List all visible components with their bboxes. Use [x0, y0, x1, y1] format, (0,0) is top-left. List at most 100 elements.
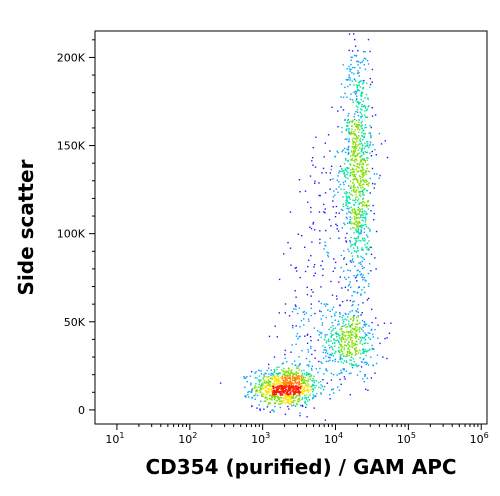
event-dot [357, 287, 360, 289]
event-dot [323, 338, 326, 341]
event-dot [345, 129, 347, 131]
event-dot [374, 114, 377, 116]
event-dot [360, 180, 362, 182]
event-dot [355, 349, 357, 351]
event-dot [301, 397, 304, 399]
event-dot [368, 170, 371, 173]
event-dot [358, 84, 360, 86]
event-dot [321, 172, 323, 174]
event-dot [295, 325, 297, 327]
event-dot [369, 125, 371, 127]
event-dot [349, 70, 351, 72]
event-dot [277, 396, 279, 398]
event-dot [273, 356, 276, 358]
event-dot [295, 335, 298, 337]
event-dot [340, 208, 343, 211]
event-dot [301, 235, 303, 237]
event-dot [347, 334, 350, 337]
event-dot [356, 213, 358, 215]
event-dot [304, 401, 306, 404]
event-dot [352, 304, 354, 306]
event-dot [352, 171, 354, 173]
event-dot [371, 167, 374, 170]
event-dot [358, 139, 361, 141]
event-dot [358, 239, 360, 242]
event-dot [363, 231, 365, 234]
event-dot [345, 334, 347, 337]
event-dot [356, 374, 359, 376]
event-dot [340, 170, 342, 173]
event-dot [355, 194, 357, 196]
event-dot [264, 400, 266, 402]
event-dot [363, 201, 366, 204]
event-dot [347, 208, 350, 210]
event-dot [266, 406, 269, 408]
event-dot [354, 161, 356, 163]
event-dot [350, 159, 353, 161]
event-dot [336, 333, 338, 335]
event-dot [273, 376, 276, 378]
event-dot [361, 343, 363, 345]
event-dot [288, 367, 290, 369]
event-dot [360, 195, 362, 197]
event-dot [298, 393, 301, 395]
event-dot [358, 211, 361, 214]
event-dot [359, 143, 361, 145]
event-dot [349, 363, 351, 365]
event-dot [362, 216, 364, 219]
event-dot [264, 396, 267, 398]
event-dot [353, 314, 356, 317]
event-dot [333, 327, 335, 330]
event-dot [269, 386, 271, 388]
event-dot [354, 129, 357, 131]
event-dot [298, 378, 301, 380]
event-dot [338, 172, 340, 174]
event-dot [298, 401, 300, 403]
event-dot [325, 360, 328, 363]
event-dot [363, 352, 365, 354]
event-dot [288, 399, 291, 401]
event-dot [351, 346, 354, 349]
event-dot [360, 255, 362, 258]
event-dot [369, 338, 371, 340]
event-dot [272, 387, 274, 389]
event-dot [267, 378, 269, 381]
event-dot [290, 264, 292, 266]
event-dot [336, 224, 338, 227]
event-dot [288, 408, 290, 410]
event-dot [337, 191, 339, 193]
event-dot [351, 304, 353, 307]
event-dot [360, 117, 362, 119]
event-dot [265, 400, 267, 402]
event-dot [356, 91, 358, 93]
event-dot [334, 358, 336, 361]
event-dot [357, 274, 359, 276]
event-dot [355, 154, 357, 157]
event-dot [366, 248, 368, 250]
event-dot [313, 266, 315, 268]
event-dot [258, 375, 261, 377]
event-dot [284, 379, 287, 382]
event-dot [363, 321, 366, 323]
event-dot [346, 353, 348, 356]
event-dot [261, 383, 263, 385]
event-dot [333, 190, 335, 192]
event-dot [286, 386, 288, 388]
event-dot [275, 396, 277, 398]
event-dot [279, 400, 281, 402]
event-dot [287, 370, 289, 373]
event-dot [349, 77, 351, 79]
event-dot [365, 144, 368, 147]
event-dot [305, 357, 308, 360]
event-dot [349, 331, 351, 333]
event-dot [286, 392, 288, 395]
event-dot [347, 146, 349, 149]
event-dot [289, 397, 292, 400]
event-dot [354, 191, 356, 193]
event-dot [312, 223, 314, 225]
event-dot [263, 408, 265, 410]
event-dot [287, 394, 289, 396]
event-dot [348, 250, 350, 253]
event-dot [364, 97, 366, 99]
event-dot [278, 391, 280, 393]
